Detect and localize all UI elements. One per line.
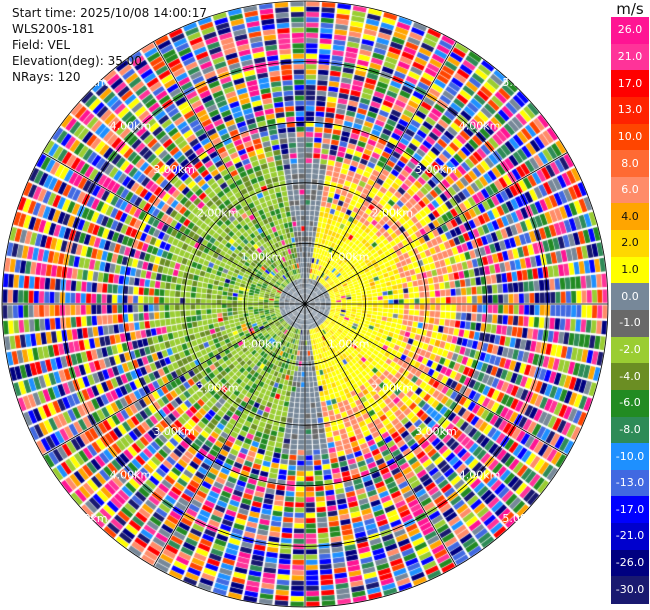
colorbar-tick-label: 26.0: [617, 23, 643, 37]
colorbar-tick-label: 10.0: [617, 129, 643, 143]
colorbar-segment: [611, 443, 649, 471]
range-ring-label: 1.00km: [241, 250, 283, 263]
range-ring-label: 2.00km: [371, 381, 413, 394]
colorbar-segment: [611, 416, 649, 444]
range-ring-label: 4.00km: [110, 469, 152, 482]
range-ring-label: 5.00km: [502, 76, 544, 89]
colorbar-tick-label: -17.0: [615, 502, 645, 516]
colorbar-tick-label: -1.0: [619, 316, 641, 330]
range-ring-label: 2.00km: [371, 207, 413, 220]
instrument-label: WLS200s-181: [12, 22, 95, 36]
start-time-label: Start time: 2025/10/08 14:00:17: [12, 6, 207, 20]
colorbar-segment: [611, 389, 649, 418]
colorbar-tick-label: -13.0: [615, 476, 645, 490]
range-ring-label: 1.00km: [241, 338, 283, 351]
colorbar-segment: [611, 310, 649, 338]
range-ring-label: 5.00km: [66, 76, 108, 89]
colorbar-tick-label: -4.0: [619, 369, 641, 383]
range-ring-label: 4.00km: [459, 469, 501, 482]
range-ring-label: 3.00km: [415, 425, 457, 438]
field-label: Field: VEL: [12, 38, 71, 52]
colorbar-segment: [611, 469, 649, 498]
range-ring-label: 5.00km: [502, 512, 544, 525]
colorbar-unit: m/s: [616, 0, 644, 18]
colorbar-tick-label: -10.0: [615, 449, 645, 463]
range-ring-label: 3.00km: [415, 163, 457, 176]
azimuth-line: [42, 152, 306, 305]
colorbar-tick-label: 8.0: [621, 156, 639, 170]
azimuth-line: [304, 303, 457, 567]
colorbar-segment: [611, 43, 649, 71]
colorbar-segment: [611, 576, 649, 604]
elevation-label: Elevation(deg): 35.00: [12, 54, 142, 68]
colorbar-tick-label: 17.0: [617, 76, 643, 90]
colorbar-tick-label: -8.0: [619, 422, 641, 436]
colorbar-segment: [611, 496, 649, 524]
range-ring-label: 2.00km: [197, 381, 239, 394]
colorbar-segment: [611, 230, 649, 258]
colorbar-segment: [611, 203, 649, 231]
range-ring-label: 3.00km: [153, 163, 195, 176]
colorbar-tick-label: 6.0: [621, 183, 639, 197]
azimuth-line: [304, 41, 457, 305]
azimuth-line: [153, 41, 306, 305]
range-ring-label: 1.00km: [328, 250, 370, 263]
colorbar-tick-label: -2.0: [619, 342, 641, 356]
colorbar-segment: [611, 283, 649, 311]
nrays-label: NRays: 120: [12, 70, 81, 84]
colorbar-tick-label: 4.0: [621, 209, 639, 223]
colorbar-segment: [611, 17, 649, 45]
azimuth-line: [304, 152, 568, 305]
colorbar: 26.0 21.0 17.0 13.0 10.0 8.0 6.0 4.0 2.0 1.0 0.0 -1…: [611, 17, 649, 604]
colorbar-segment: [611, 123, 649, 151]
colorbar-segment: [611, 96, 649, 125]
colorbar-tick-label: 21.0: [617, 49, 643, 63]
colorbar-segment: [611, 256, 649, 284]
colorbar-segment: [611, 150, 649, 178]
colorbar-tick-label: 2.0: [621, 236, 639, 250]
range-ring-label: 4.00km: [459, 119, 501, 132]
colorbar-tick-label: -26.0: [615, 556, 645, 570]
azimuth-line: [304, 303, 568, 456]
colorbar-tick-label: -21.0: [615, 529, 645, 543]
colorbar-tick-label: 13.0: [617, 103, 643, 117]
colorbar-segment: [611, 70, 649, 98]
colorbar-tick-label: 0.0: [621, 289, 639, 303]
range-ring-label: 3.00km: [153, 425, 195, 438]
colorbar-segment: [611, 549, 649, 577]
colorbar-tick-label: -6.0: [619, 396, 641, 410]
colorbar-segment: [611, 363, 649, 391]
azimuth-line: [153, 303, 306, 567]
azimuth-line: [42, 303, 306, 456]
colorbar-tick-label: -30.0: [615, 582, 645, 596]
range-ring-label: 1.00km: [328, 338, 370, 351]
range-ring-label: 2.00km: [197, 207, 239, 220]
colorbar-segment: [611, 176, 649, 205]
range-ring-label: 4.00km: [110, 119, 152, 132]
plot-metadata: Start time: 2025/10/08 14:00:17 WLS200s-…: [12, 5, 207, 85]
colorbar-segment: [611, 336, 649, 364]
colorbar-tick-label: 1.0: [621, 263, 639, 277]
colorbar-segment: [611, 523, 649, 551]
range-ring-label: 5.00km: [66, 512, 108, 525]
